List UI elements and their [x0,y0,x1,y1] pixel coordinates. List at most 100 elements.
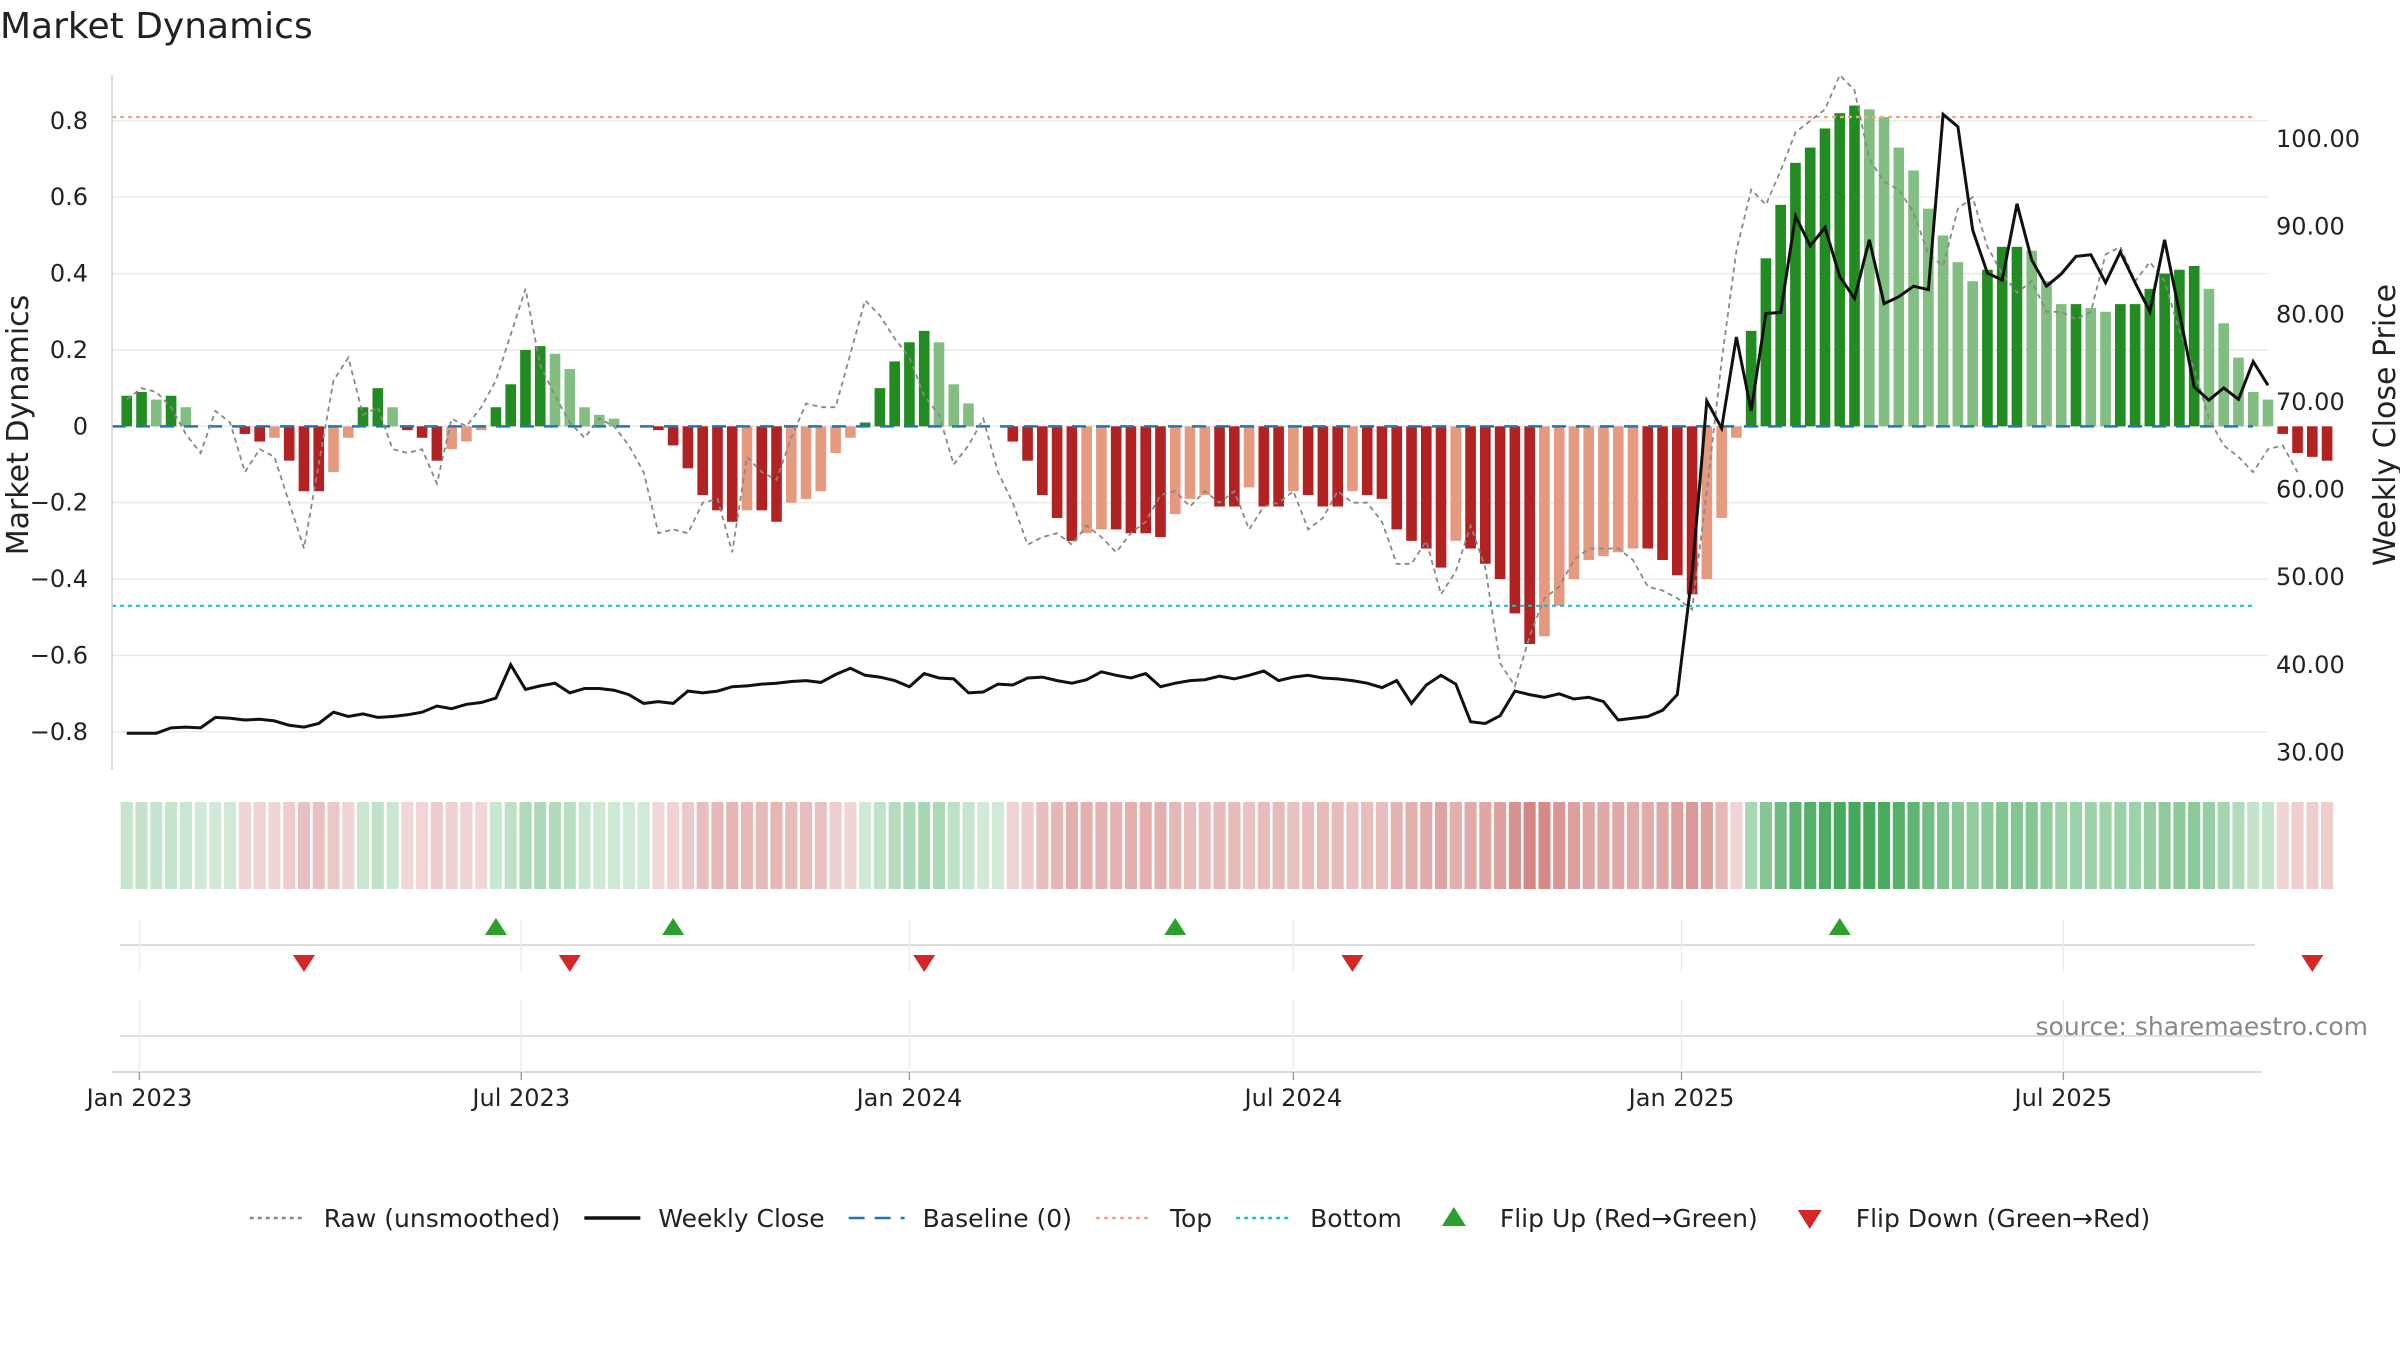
regime-cell [2321,802,2334,889]
regime-cell [1833,802,1846,889]
regime-cell [608,802,621,889]
md-bar [1553,426,1565,606]
md-bar [1184,426,1196,499]
regime-cell [1375,802,1389,889]
right-tick-label: 80.00 [2276,300,2345,328]
legend-item: Top [1095,1204,1212,1233]
legend-item: Bottom [1236,1204,1402,1233]
md-bar [2277,426,2289,434]
regime-cell [1641,802,1654,889]
md-bar [1790,162,1801,427]
md-bar [1022,426,1033,461]
md-bar [712,426,723,511]
left-tick-label: 0.8 [50,107,88,135]
x-axis: Jan 2023 Jul 2023 Jan 2024 Jul 2024 Jan 2025… [85,1072,2112,1112]
regime-cell [1051,802,1064,889]
regime-cell [1346,802,1359,889]
regime-cell [2158,802,2171,889]
regime-cell [1494,802,1507,889]
regime-cell [1213,802,1226,889]
bars-layer [121,105,2333,644]
md-bar [150,399,162,427]
regime-cell [1789,802,1802,889]
regime-cell [667,802,680,889]
regime-cell [1257,802,1270,889]
md-bar [2100,311,2111,427]
regime-cell [726,802,739,889]
md-bar [608,418,620,427]
right-tick-label: 60.00 [2276,476,2345,504]
md-bar [2188,265,2200,427]
regime-cell [2202,802,2215,889]
regime-cell [829,802,842,889]
regime-cell [504,802,517,889]
regime-cell [297,802,311,889]
legend-label: Raw (unsmoothed) [324,1204,561,1233]
md-bar [1228,426,1240,507]
md-bar [593,414,605,427]
md-bar [2159,273,2170,427]
md-bar [1583,426,1595,560]
md-bar [475,426,487,431]
regime-cell [1434,802,1448,889]
md-bar [918,330,930,427]
md-bar [2070,304,2082,427]
md-bar [741,426,753,511]
regime-cell [342,802,355,889]
regime-cell [371,802,384,889]
regime-cell [120,802,133,889]
left-tick-label: 0 [73,412,88,440]
raw-line [126,73,2299,689]
md-bar [549,353,561,427]
flip-up-marker [662,918,685,935]
regime-cell [1951,802,1964,889]
regime-cell [1582,802,1595,889]
regime-cell [1937,802,1950,889]
md-bar [2247,391,2259,427]
md-bar [1214,426,1225,507]
regime-cell [1361,802,1374,889]
regime-cell [1080,802,1093,889]
legend-label: Bottom [1310,1204,1402,1233]
regime-cell [1656,802,1669,889]
md-bar [1066,426,1078,541]
md-bar [1745,330,1757,427]
regime-cell [2129,802,2142,889]
regime-cell [1818,802,1832,889]
legend-label: Flip Down (Green→Red) [1856,1204,2151,1233]
md-bar [1435,426,1447,568]
md-bar [2011,246,2023,427]
md-bar [653,426,664,431]
regime-cell [1922,802,1935,889]
regime-cell [844,802,857,889]
regime-cell [873,802,886,889]
regime-cell [1169,802,1182,889]
regime-cell [563,802,576,889]
regime-cell [1597,802,1610,889]
regime-cell [327,802,340,889]
md-bar [1096,426,1107,530]
md-bar [1539,426,1550,637]
md-bar [1155,426,1166,538]
left-tick-label: −0.8 [30,718,88,746]
md-bar [1110,426,1122,530]
left-tick-label: −0.2 [30,489,88,517]
regime-cell [2040,802,2053,889]
md-bar [1863,109,1875,427]
regime-cell [1228,802,1241,889]
md-bar [2218,323,2230,427]
regime-cell [268,802,281,889]
md-bar [505,384,517,427]
regime-cell [312,802,325,889]
regime-cell [2232,802,2245,889]
md-bar [889,361,900,427]
regime-cell [770,802,783,889]
regime-cell [1981,802,1994,889]
lines-layer [112,73,2299,735]
md-bar [387,407,398,427]
regime-cell [1508,802,1521,889]
regime-cell [859,802,872,889]
md-bar [1169,426,1181,515]
md-bar [1686,426,1698,595]
x-tick-label: Jan 2023 [85,1084,193,1112]
